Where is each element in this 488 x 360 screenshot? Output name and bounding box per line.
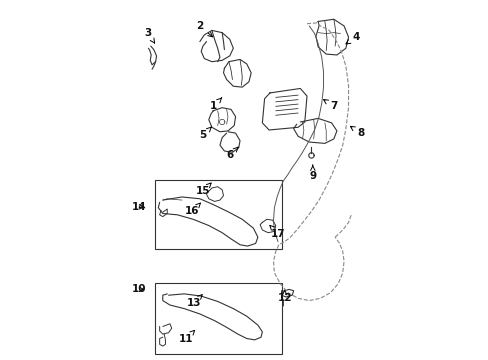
- Text: 1: 1: [209, 98, 221, 111]
- Text: 15: 15: [195, 183, 211, 196]
- Text: 16: 16: [184, 203, 200, 216]
- Text: 13: 13: [186, 294, 202, 308]
- Text: 11: 11: [179, 330, 194, 343]
- Text: 3: 3: [143, 28, 154, 43]
- Text: 17: 17: [269, 225, 285, 239]
- Text: 9: 9: [308, 165, 316, 180]
- Text: 14: 14: [131, 202, 146, 212]
- Text: 5: 5: [199, 127, 211, 140]
- Text: 2: 2: [196, 21, 212, 37]
- Text: 7: 7: [323, 99, 337, 111]
- Text: 12: 12: [277, 290, 291, 303]
- Bar: [155, 283, 282, 354]
- Text: 6: 6: [225, 147, 238, 161]
- Text: 4: 4: [345, 32, 359, 44]
- Text: 10: 10: [131, 284, 145, 294]
- Text: 8: 8: [350, 126, 364, 138]
- Bar: [155, 180, 282, 249]
